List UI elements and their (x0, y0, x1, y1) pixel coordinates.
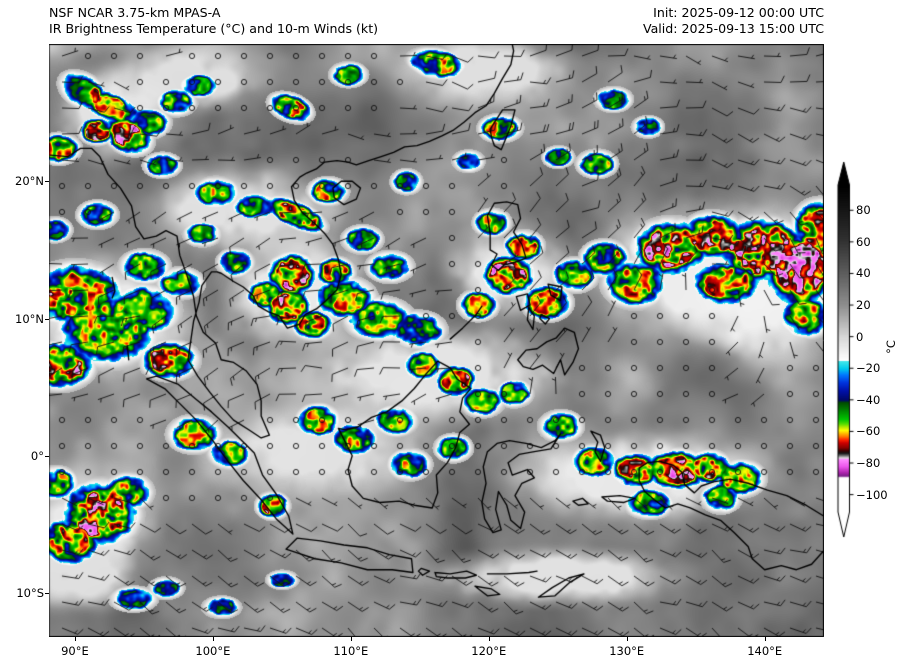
model-title: NSF NCAR 3.75-km MPAS-A (49, 5, 221, 20)
x-axis-tickmark (350, 637, 352, 641)
colorbar-tick-label: −40 (856, 392, 881, 407)
x-axis-tick-label: 110°E (333, 644, 369, 658)
init-time: Init: 2025-09-12 00:00 UTC (653, 5, 824, 20)
x-axis-tick-label: 140°E (747, 644, 783, 658)
ir-winds-map-canvas (49, 44, 824, 637)
time-block: Init: 2025-09-12 00:00 UTC Valid: 2025-0… (643, 5, 824, 37)
x-axis-tickmark (764, 637, 766, 641)
y-axis-tickmark (45, 455, 49, 457)
x-axis-tickmark (212, 637, 214, 641)
y-axis-tick-label: 10°S (16, 586, 44, 601)
x-axis-tick-label: 130°E (609, 644, 645, 658)
colorbar-tick-label: 0 (856, 329, 864, 344)
x-axis-tickmark (626, 637, 628, 641)
colorbar-unit-label: °C (883, 340, 898, 354)
x-axis-tick-label: 120°E (471, 644, 507, 658)
colorbar-tick-label: 60 (856, 234, 871, 249)
y-axis-tickmark (45, 593, 49, 595)
y-axis-tickmark (45, 318, 49, 320)
y-axis-tickmark (45, 181, 49, 183)
x-axis-tick-label: 90°E (61, 644, 89, 658)
valid-time: Valid: 2025-09-13 15:00 UTC (642, 21, 824, 36)
colorbar-tick-label: −20 (856, 361, 881, 376)
colorbar-tick-label: 40 (856, 266, 871, 281)
colorbar-tick-label: 20 (856, 298, 871, 313)
y-axis-tick-label: 0° (30, 448, 44, 463)
colorbar-tick-label: −60 (856, 424, 881, 439)
product-subtitle: IR Brightness Temperature (°C) and 10-m … (49, 21, 379, 36)
title-block: NSF NCAR 3.75-km MPAS-A IR Brightness Te… (49, 5, 378, 37)
x-axis-tick-label: 100°E (195, 644, 231, 658)
x-axis-tickmark (488, 637, 490, 641)
colorbar-tick-label: 80 (856, 203, 871, 218)
y-axis-tick-label: 10°N (15, 311, 44, 326)
y-axis-tick-label: 20°N (15, 174, 44, 189)
colorbar-tick-label: −80 (856, 456, 881, 471)
colorbar-canvas (832, 158, 862, 548)
x-axis-tickmark (74, 637, 76, 641)
colorbar-tick-label: −100 (856, 487, 888, 502)
